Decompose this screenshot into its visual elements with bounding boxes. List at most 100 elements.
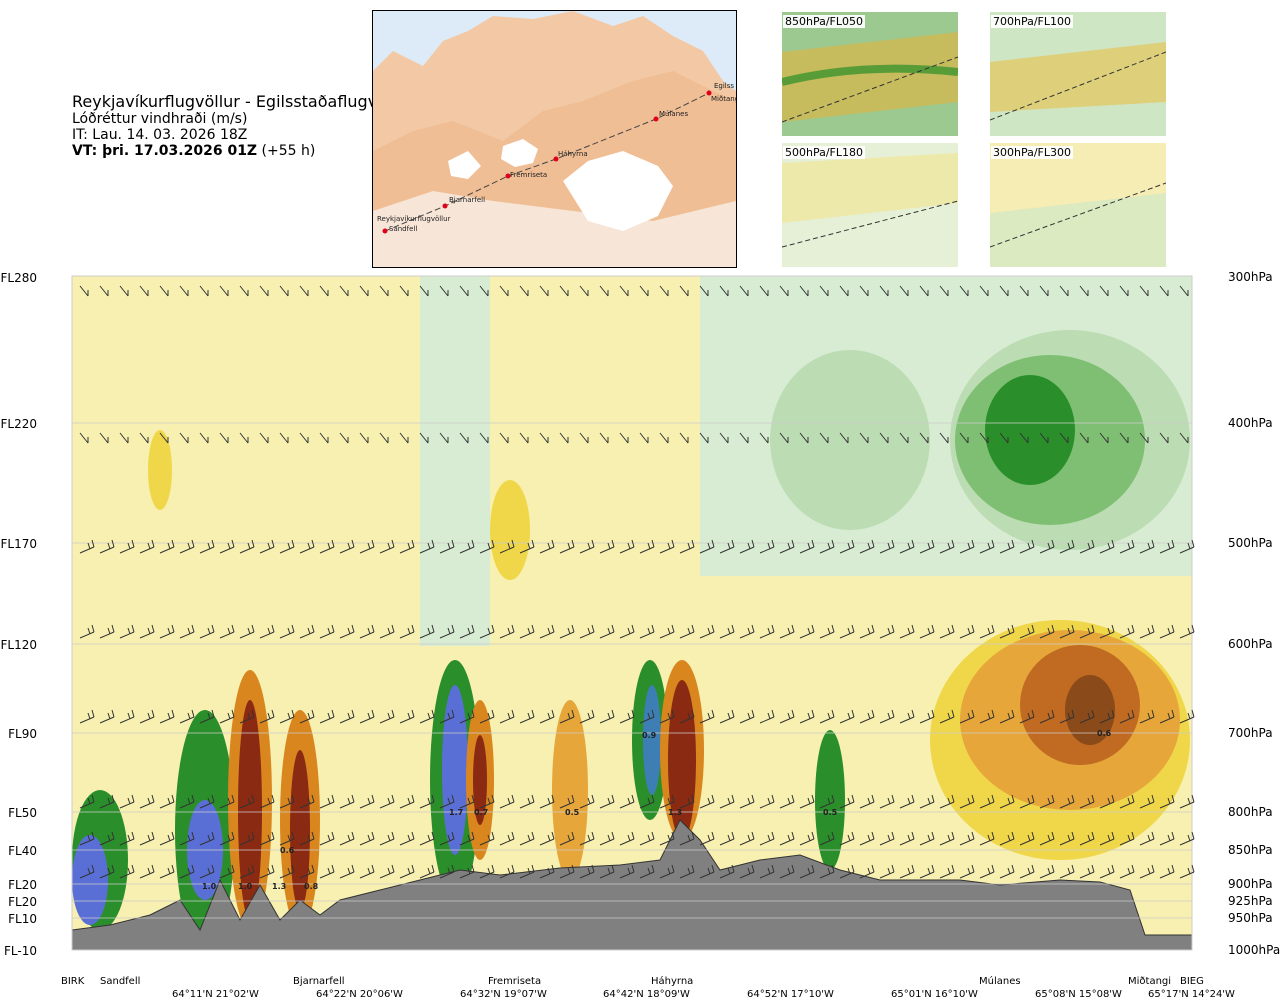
wind-barb: [819, 539, 835, 554]
wind-barb: [1179, 285, 1189, 297]
wind-barb: [759, 864, 775, 879]
left-axis-tick: FL170: [1, 537, 38, 551]
wind-barb: [159, 709, 175, 724]
right-axis-tick: 600hPa: [1228, 637, 1273, 651]
wind-barb: [679, 864, 695, 879]
wind-barb: [839, 432, 849, 444]
wind-barb: [819, 709, 835, 724]
wind-barb: [659, 794, 675, 809]
wind-barb: [699, 285, 709, 297]
wind-barb: [1059, 285, 1069, 297]
wind-barb: [799, 864, 815, 879]
wind-barb: [839, 864, 855, 879]
wind-barb: [299, 539, 315, 554]
wind-barb: [1119, 864, 1135, 879]
contour-label: 0.6: [1097, 729, 1112, 738]
wind-barb: [159, 624, 175, 639]
wind-barb: [979, 624, 995, 639]
wind-barb: [1079, 831, 1095, 846]
wind-barb: [539, 831, 555, 846]
wind-barb: [759, 709, 775, 724]
wind-barb: [519, 831, 535, 846]
wind-barb: [479, 539, 495, 554]
wind-barb: [219, 794, 235, 809]
wind-barb: [359, 709, 375, 724]
valid-time-value: VT: þri. 17.03.2026 01Z: [72, 143, 258, 159]
wind-barb: [879, 709, 895, 724]
wind-barb: [499, 831, 515, 846]
wind-barb: [179, 624, 195, 639]
wind-barb: [1019, 539, 1035, 554]
wind-barb: [479, 864, 495, 879]
wind-barb: [519, 539, 535, 554]
wind-barb: [259, 709, 275, 724]
wind-barb: [799, 709, 815, 724]
wind-barb: [359, 864, 375, 879]
wind-barb: [719, 285, 729, 297]
wind-barb: [999, 539, 1015, 554]
right-axis-tick: 800hPa: [1228, 805, 1273, 819]
contour-label: 1.7: [449, 808, 463, 817]
wind-barb: [899, 864, 915, 879]
wind-barb: [519, 624, 535, 639]
wind-barb: [139, 432, 149, 444]
wind-barb: [659, 864, 675, 879]
wind-barb: [79, 539, 95, 554]
wind-barb: [1159, 624, 1175, 639]
wind-barb: [699, 709, 715, 724]
wind-barb: [299, 864, 315, 879]
wind-barb: [559, 285, 569, 297]
wind-barb: [779, 432, 789, 444]
wind-barb: [499, 285, 509, 297]
wind-barb: [359, 285, 369, 297]
wind-barb: [879, 624, 895, 639]
left-axis: FL280 FL220 FL170 FL120 FL90 FL50 FL40 F…: [1, 271, 38, 958]
wind-barb: [1099, 285, 1109, 297]
wind-barb: [439, 432, 449, 444]
wind-barb: [1039, 285, 1049, 297]
wind-barb: [1059, 539, 1075, 554]
coord-label: 64°11'N 21°02'W: [172, 989, 259, 1000]
wind-barb: [639, 432, 649, 444]
wind-barb: [619, 831, 635, 846]
wind-barb: [99, 831, 115, 846]
wind-barb: [1139, 285, 1149, 297]
wind-barb: [679, 539, 695, 554]
wind-barb: [839, 709, 855, 724]
wind-barb: [119, 624, 135, 639]
wind-barb: [1079, 285, 1089, 297]
wind-barb: [799, 285, 809, 297]
wind-barb: [979, 794, 995, 809]
wind-barb: [379, 864, 395, 879]
wind-barb: [279, 624, 295, 639]
right-axis-tick: 700hPa: [1228, 726, 1273, 740]
wind-barb: [679, 432, 689, 444]
wind-barb: [639, 285, 649, 297]
wind-barb: [199, 539, 215, 554]
wind-barb: [159, 539, 175, 554]
wind-barb: [79, 864, 95, 879]
wind-barb: [219, 285, 229, 297]
place-label: BIRK: [61, 976, 85, 987]
wind-barb: [379, 831, 395, 846]
wind-barb: [279, 709, 295, 724]
left-axis-tick: FL120: [1, 638, 38, 652]
wind-barb: [499, 539, 515, 554]
coord-label: 65°08'N 15°08'W: [1035, 989, 1122, 1000]
contour-label: 0.8: [304, 882, 319, 891]
wind-barb: [999, 864, 1015, 879]
wind-barb: [459, 864, 475, 879]
wind-barb: [399, 831, 415, 846]
wind-barb: [639, 831, 655, 846]
wind-barb: [1039, 709, 1055, 724]
wind-barb: [699, 432, 709, 444]
wind-barb: [359, 831, 375, 846]
wind-barb: [239, 794, 255, 809]
left-axis-tick: FL50: [8, 806, 37, 820]
wind-barb: [939, 539, 955, 554]
wind-barb: [99, 539, 115, 554]
wind-barb: [679, 709, 695, 724]
wind-barb: [559, 709, 575, 724]
wind-barb: [399, 539, 415, 554]
wind-barb: [619, 864, 635, 879]
